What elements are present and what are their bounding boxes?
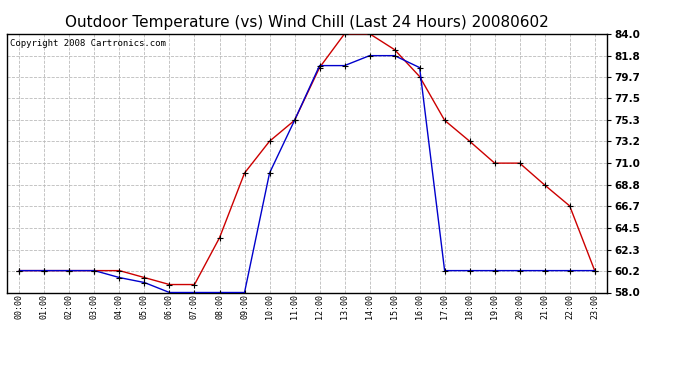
Text: Copyright 2008 Cartronics.com: Copyright 2008 Cartronics.com [10,39,166,48]
Title: Outdoor Temperature (vs) Wind Chill (Last 24 Hours) 20080602: Outdoor Temperature (vs) Wind Chill (Las… [65,15,549,30]
